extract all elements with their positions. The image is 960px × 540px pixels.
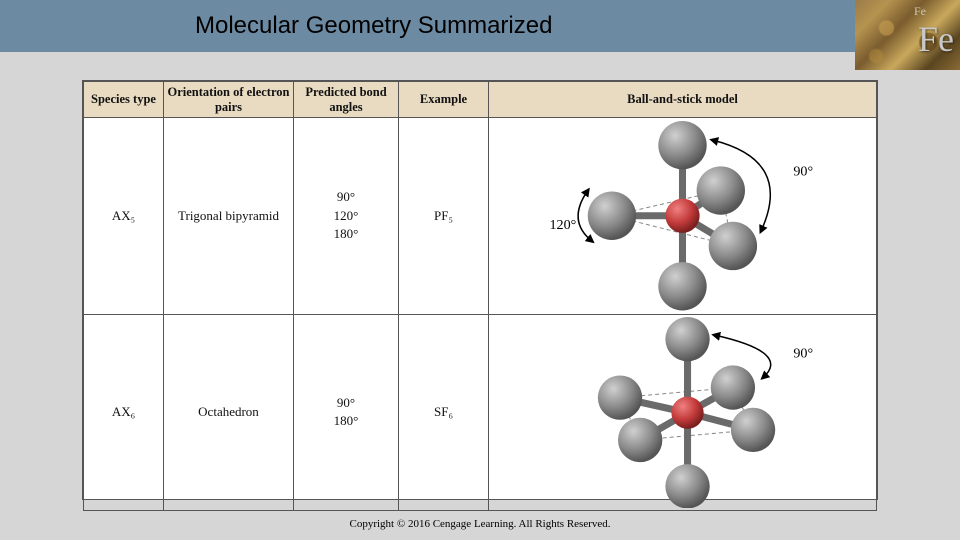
cell-example: PF₅ [399,118,489,315]
header-example: Example [399,82,489,118]
table-header-row: Species type Orientation of electron pai… [84,82,877,118]
model-trigonal-bipyramid: 120° 90° [491,120,874,312]
cell-angles: 90° 180° [294,314,399,511]
geometry-table-container: Species type Orientation of electron pai… [82,80,878,500]
angle-line: 120° [296,207,396,225]
header-model: Ball-and-stick model [489,82,877,118]
geometry-table: Species type Orientation of electron pai… [83,81,877,511]
header-orientation: Orientation of electron pairs [164,82,294,118]
cell-orientation: Trigonal bipyramid [164,118,294,315]
cell-species: AX₅ [84,118,164,315]
cell-species: AX₆ [84,314,164,511]
cell-model: 90° [489,314,877,511]
angle-label-90: 90° [793,163,813,179]
header-angles: Predicted bond angles [294,82,399,118]
angle-line: 90° [296,188,396,206]
angle-label-120: 120° [549,217,576,233]
cell-angles: 90° 120° 180° [294,118,399,315]
angle-line: 90° [296,394,396,412]
model-octahedron: 90° [491,317,874,509]
copyright-text: Copyright © 2016 Cengage Learning. All R… [0,518,960,530]
angle-line: 180° [296,412,396,430]
table-row: AX₆ Octahedron 90° 180° SF₆ [84,314,877,511]
cell-model: 120° 90° [489,118,877,315]
header-species: Species type [84,82,164,118]
header-bar: Molecular Geometry Summarized [0,0,960,52]
corner-texture: Fe Fe [855,0,960,70]
cell-example: SF₆ [399,314,489,511]
cell-orientation: Octahedron [164,314,294,511]
table-row: AX₅ Trigonal bipyramid 90° 120° 180° PF₅ [84,118,877,315]
angle-label-90: 90° [793,345,813,361]
page-title: Molecular Geometry Summarized [195,12,552,40]
fe-label-small: Fe [914,4,926,19]
angle-line: 180° [296,225,396,243]
fe-label: Fe [918,18,954,60]
